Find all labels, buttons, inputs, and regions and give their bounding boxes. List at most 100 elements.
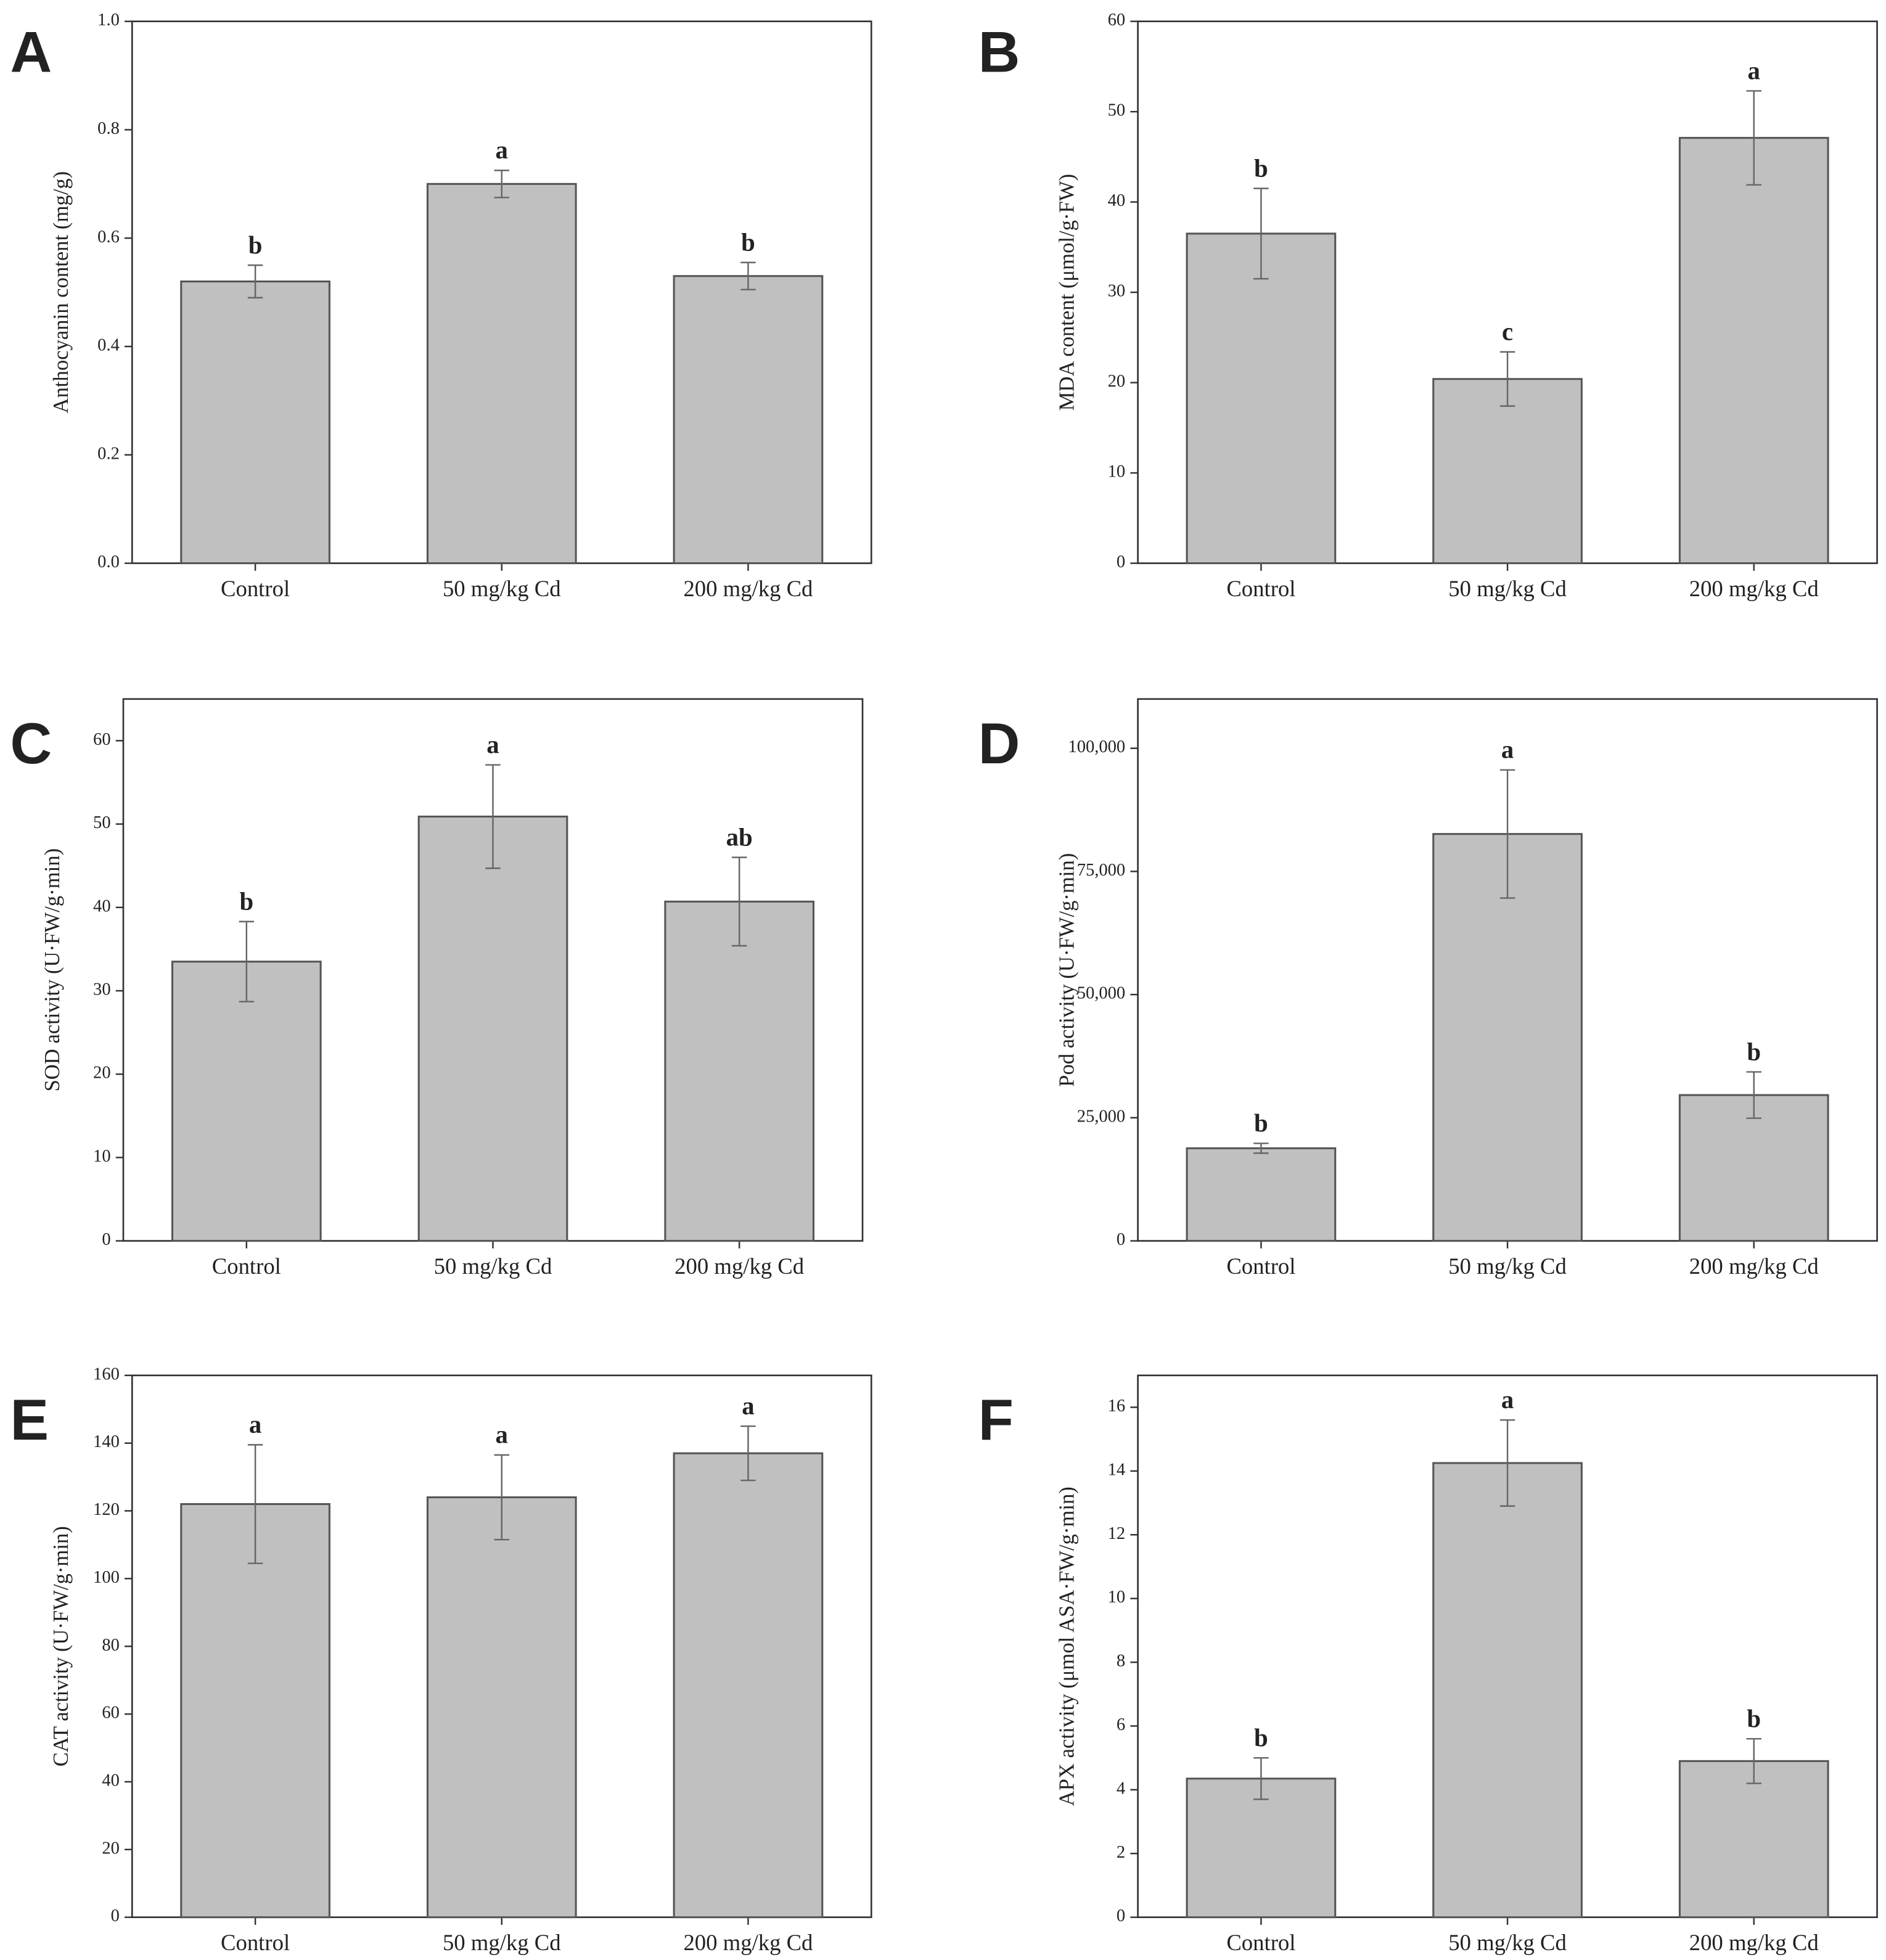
x-tick-label: Control bbox=[1226, 1930, 1295, 1955]
significance-letter: b bbox=[1747, 1038, 1761, 1065]
panel-label: A bbox=[10, 20, 52, 84]
significance-letter: b bbox=[1254, 1109, 1268, 1137]
y-tick-label: 100 bbox=[93, 1568, 120, 1587]
significance-letter: a bbox=[496, 1421, 508, 1449]
y-axis-label: MDA content (μmol/g·FW) bbox=[1055, 174, 1078, 411]
y-tick-label: 100,000 bbox=[1068, 737, 1125, 757]
x-tick-label: 200 mg/kg Cd bbox=[674, 1253, 804, 1279]
panel: D 0 25,000 50,000 75,000 100,000 Pod activity … bbox=[978, 698, 1878, 1279]
bar bbox=[426, 182, 577, 565]
y-tick-label: 0.8 bbox=[97, 119, 120, 138]
bar bbox=[1432, 1462, 1583, 1919]
y-tick-label: 60 bbox=[93, 730, 111, 749]
y-tick-label: 1.0 bbox=[97, 10, 120, 30]
y-tick-label: 120 bbox=[93, 1500, 120, 1519]
y-tick-label: 140 bbox=[93, 1432, 120, 1451]
bar bbox=[1186, 1147, 1337, 1242]
y-tick-label: 40 bbox=[102, 1771, 120, 1790]
significance-letter: a bbox=[486, 731, 499, 758]
error-bar bbox=[1253, 1757, 1269, 1800]
x-tick-label: 200 mg/kg Cd bbox=[683, 1930, 813, 1955]
significance-letter: b bbox=[248, 231, 263, 259]
y-tick-label: 0.4 bbox=[97, 336, 120, 355]
x-tick-label: 50 mg/kg Cd bbox=[443, 576, 561, 601]
significance-letter: a bbox=[1501, 736, 1514, 764]
panel-label: D bbox=[978, 711, 1020, 776]
y-tick-label: 25,000 bbox=[1077, 1107, 1125, 1126]
error-bar bbox=[485, 764, 501, 869]
error-bar bbox=[1499, 769, 1515, 899]
error-bar bbox=[1746, 90, 1761, 186]
bar bbox=[1186, 232, 1337, 565]
y-tick-label: 0.6 bbox=[97, 228, 120, 247]
bar bbox=[673, 1452, 824, 1919]
y-tick-label: 4 bbox=[1117, 1779, 1125, 1798]
x-tick-label: Control bbox=[221, 576, 290, 601]
significance-letter: ab bbox=[726, 823, 753, 851]
y-tick-label: 2 bbox=[1117, 1843, 1125, 1862]
significance-letter: a bbox=[496, 136, 508, 164]
y-tick-label: 0 bbox=[1117, 1230, 1125, 1249]
bar bbox=[673, 275, 824, 565]
y-tick-label: 20 bbox=[102, 1839, 120, 1858]
x-tick-label: 50 mg/kg Cd bbox=[1448, 1253, 1567, 1279]
y-tick-label: 0 bbox=[111, 1906, 120, 1925]
y-tick-label: 10 bbox=[1108, 462, 1126, 482]
y-tick-label: 10 bbox=[93, 1147, 111, 1166]
panel-label: F bbox=[978, 1387, 1014, 1452]
significance-letter: b bbox=[1254, 154, 1268, 182]
panel: E 0 20 40 60 80 100 120 140 160 CAT activity (U·FW… bbox=[10, 1364, 872, 1955]
y-tick-label: 40 bbox=[1108, 191, 1126, 210]
y-axis-label: Anthocyanin content (mg/g) bbox=[49, 171, 73, 414]
error-bar bbox=[247, 1444, 263, 1564]
y-axis-label: SOD activity (U·FW/g·min) bbox=[41, 848, 64, 1092]
bar bbox=[171, 961, 322, 1242]
y-tick-label: 20 bbox=[1108, 372, 1126, 391]
y-tick-label: 50 bbox=[93, 813, 111, 832]
x-tick-label: Control bbox=[1226, 576, 1295, 601]
error-bar bbox=[1746, 1737, 1761, 1784]
y-tick-label: 12 bbox=[1108, 1524, 1126, 1543]
y-axis-label: APX activity (μmol ASA·FW/g·min) bbox=[1055, 1486, 1078, 1806]
error-bar bbox=[1253, 1142, 1269, 1154]
y-tick-label: 30 bbox=[1108, 282, 1126, 301]
x-tick-label: Control bbox=[212, 1253, 281, 1279]
x-tick-label: Control bbox=[221, 1930, 290, 1955]
y-axis-label: CAT activity (U·FW/g·min) bbox=[49, 1526, 73, 1766]
x-tick-label: 200 mg/kg Cd bbox=[683, 576, 813, 601]
error-bar bbox=[239, 921, 255, 1003]
panel: C 0 10 20 30 40 50 60 SOD activity (U·FW/g·min) C… bbox=[10, 698, 864, 1279]
y-tick-label: 0 bbox=[1117, 1906, 1125, 1925]
panel-label: C bbox=[10, 711, 52, 776]
significance-letter: b bbox=[1254, 1724, 1268, 1752]
x-tick-label: Control bbox=[1226, 1253, 1295, 1279]
error-bar bbox=[740, 261, 756, 290]
y-tick-label: 6 bbox=[1117, 1715, 1125, 1734]
significance-letter: a bbox=[1748, 57, 1760, 84]
y-axis-label: Pod activity (U·FW/g·min) bbox=[1055, 853, 1078, 1087]
bar bbox=[1678, 1760, 1829, 1919]
y-tick-label: 60 bbox=[1108, 10, 1126, 30]
y-tick-label: 160 bbox=[93, 1364, 120, 1384]
y-tick-label: 50 bbox=[1108, 101, 1126, 120]
error-bar bbox=[1746, 1071, 1761, 1119]
significance-letter: b bbox=[1747, 1705, 1761, 1732]
panel: B 0 10 20 30 40 50 60 MDA content (μmol/g·FW) Con… bbox=[978, 10, 1878, 601]
x-tick-label: 50 mg/kg Cd bbox=[1448, 1930, 1567, 1955]
panel: A 0.0 0.2 0.4 0.6 0.8 1.0 Anthocyanin content (… bbox=[10, 10, 872, 601]
error-bar bbox=[1499, 351, 1515, 407]
bar bbox=[664, 900, 814, 1242]
error-bar bbox=[731, 856, 747, 947]
bar bbox=[180, 280, 330, 565]
x-tick-label: 50 mg/kg Cd bbox=[1448, 576, 1567, 601]
y-tick-label: 0 bbox=[102, 1230, 110, 1249]
x-tick-label: 200 mg/kg Cd bbox=[1689, 576, 1819, 601]
bar bbox=[1678, 1094, 1829, 1242]
y-tick-label: 40 bbox=[93, 896, 111, 916]
bar bbox=[1432, 833, 1583, 1242]
error-bar bbox=[494, 1454, 510, 1541]
y-tick-label: 0.2 bbox=[97, 444, 120, 463]
y-tick-label: 30 bbox=[93, 980, 111, 999]
error-bar bbox=[494, 170, 510, 199]
